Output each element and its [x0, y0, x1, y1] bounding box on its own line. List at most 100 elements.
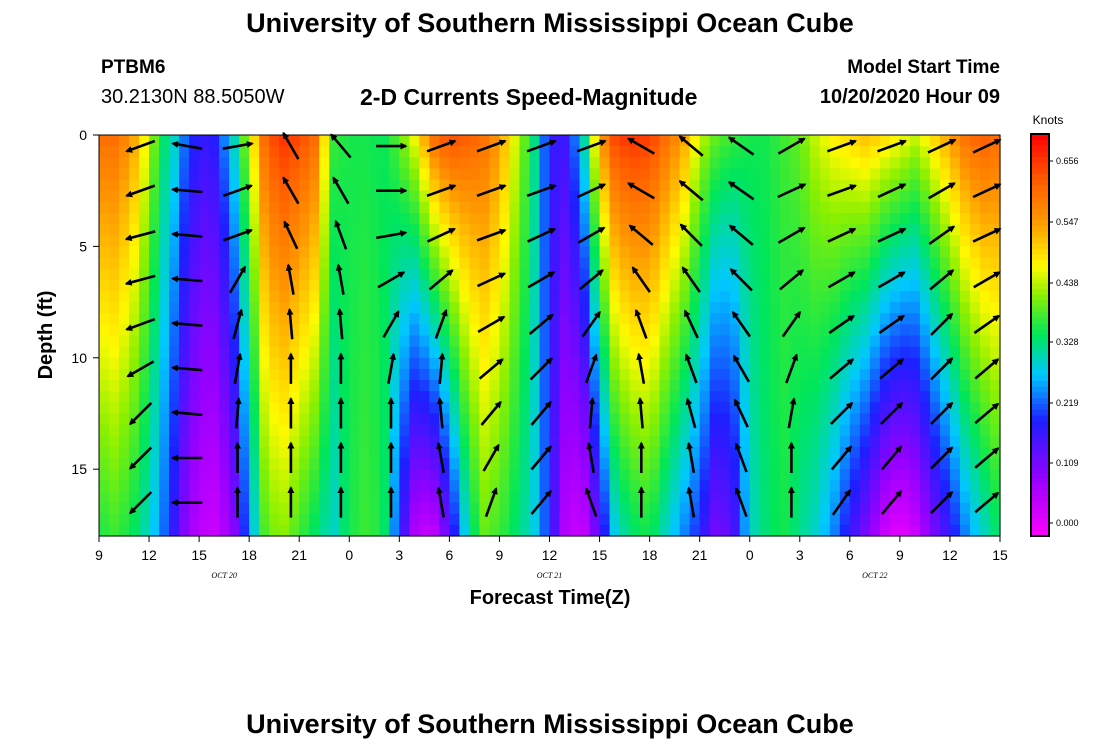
heatmap-cell: [549, 346, 561, 359]
heatmap-cell: [809, 190, 821, 203]
heatmap-cell: [439, 146, 450, 158]
current-vector: [222, 228, 254, 242]
heatmap-cell: [139, 268, 150, 281]
heatmap-cell: [439, 212, 450, 225]
heatmap-cell: [189, 335, 200, 348]
heatmap-cell: [559, 368, 571, 381]
heatmap-cell: [419, 313, 430, 325]
heatmap-cell: [249, 335, 260, 348]
heatmap-cell: [309, 146, 320, 158]
x-tick-label: 15: [592, 547, 608, 563]
heatmap-cell: [339, 212, 350, 225]
heatmap-cell: [969, 179, 981, 192]
heatmap-cell: [429, 446, 440, 459]
heatmap-cell: [759, 179, 771, 192]
heatmap-cell: [799, 402, 811, 415]
heatmap-cell: [419, 179, 430, 192]
heatmap-cell: [269, 502, 280, 515]
current-vector: [636, 352, 646, 384]
heatmap-cell: [139, 391, 150, 403]
heatmap-cell: [109, 224, 120, 236]
heatmap-cell: [279, 257, 290, 270]
heatmap-cell: [979, 268, 991, 281]
colorbar-segment: [1031, 300, 1049, 307]
heatmap-cell: [309, 513, 320, 526]
heatmap-cell: [659, 212, 671, 225]
heatmap-cell: [429, 346, 440, 359]
heatmap-cell: [109, 201, 120, 214]
heatmap-cell: [689, 302, 701, 314]
heatmap-cell: [409, 524, 420, 537]
heatmap-cell: [799, 235, 811, 247]
heatmap-cell: [869, 279, 881, 292]
heatmap-cell: [879, 257, 891, 270]
heatmap-cell: [809, 246, 821, 259]
heatmap-cell: [589, 257, 601, 270]
heatmap-cell: [539, 424, 551, 437]
heatmap-cell: [859, 235, 871, 247]
heatmap-cell: [289, 513, 300, 526]
heatmap-cell: [699, 480, 711, 493]
heatmap-cell: [159, 335, 170, 348]
heatmap-cell: [919, 146, 931, 158]
heatmap-cell: [129, 179, 140, 192]
heatmap-cell: [229, 290, 240, 303]
colorbar-segment: [1031, 168, 1049, 175]
heatmap-cell: [859, 502, 871, 515]
heatmap-cell: [709, 502, 721, 515]
heatmap-cell: [849, 313, 861, 325]
heatmap-cell: [789, 469, 801, 481]
heatmap-cell: [479, 513, 491, 526]
heatmap-cell: [549, 201, 561, 214]
heatmap-cell: [269, 458, 280, 470]
heatmap-cell: [379, 168, 390, 181]
heatmap-cell: [719, 335, 731, 348]
heatmap-cell: [699, 458, 711, 470]
heatmap-cell: [919, 290, 931, 303]
heatmap-cell: [209, 135, 220, 147]
heatmap-cell: [679, 402, 691, 415]
heatmap-cell: [689, 469, 701, 481]
current-vector: [125, 184, 156, 198]
plot-title: 2-D Currents Speed-Magnitude: [360, 84, 698, 110]
heatmap-cell: [319, 313, 330, 325]
heatmap-cell: [119, 469, 130, 481]
heatmap-cell: [329, 413, 340, 426]
heatmap-cell: [449, 268, 460, 281]
heatmap-cell: [629, 246, 641, 259]
heatmap-cell: [109, 335, 120, 348]
heatmap-cell: [359, 190, 370, 203]
heatmap-cell: [469, 268, 481, 281]
current-vector: [974, 402, 1000, 425]
heatmap-cell: [489, 480, 501, 493]
station-location: 30.2130N 88.5050W: [101, 86, 285, 108]
heatmap-cell: [569, 346, 581, 359]
heatmap-cell: [709, 424, 721, 437]
heatmap-cell: [149, 480, 160, 493]
heatmap-cell: [609, 157, 621, 170]
heatmap-cell: [559, 513, 571, 526]
current-vector: [929, 269, 955, 291]
heatmap-cell: [809, 357, 821, 370]
heatmap-cell: [649, 224, 661, 236]
heatmap-cell: [99, 268, 110, 281]
heatmap-cell: [609, 279, 621, 292]
heatmap-cell: [679, 413, 691, 426]
heatmap-cell: [749, 435, 761, 448]
heatmap-cell: [819, 290, 831, 303]
heatmap-cell: [909, 324, 921, 337]
heatmap-cell: [399, 513, 410, 526]
heatmap-cell: [819, 502, 831, 515]
heatmap-cell: [219, 380, 230, 392]
heatmap-cell: [169, 413, 180, 426]
heatmap-cell: [669, 413, 681, 426]
heatmap-cell: [449, 235, 460, 247]
heatmap-cell: [439, 402, 450, 415]
heatmap-cell: [939, 368, 951, 381]
heatmap-cell: [99, 179, 110, 192]
heatmap-cell: [529, 491, 541, 504]
heatmap-cell: [529, 469, 541, 481]
heatmap-cell: [169, 446, 180, 459]
heatmap-cell: [259, 380, 270, 392]
heatmap-cell: [359, 346, 370, 359]
